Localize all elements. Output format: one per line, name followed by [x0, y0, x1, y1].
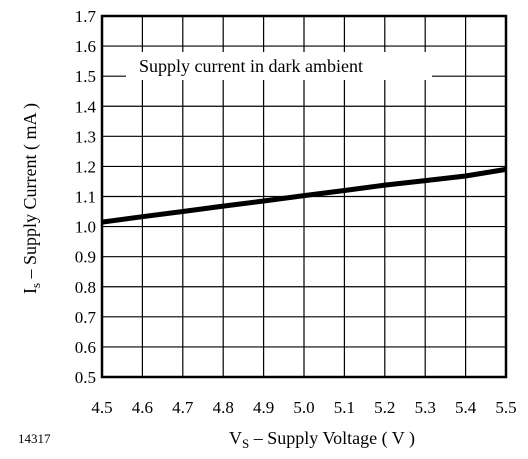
x-tick-label: 4.6: [132, 398, 153, 417]
y-tick-label: 1.5: [75, 67, 96, 86]
x-tick-label: 5.5: [495, 398, 516, 417]
x-tick-label: 5.4: [455, 398, 477, 417]
y-tick-label: 1.0: [75, 218, 96, 237]
y-axis-label-rest: – Supply Current ( mA ): [20, 103, 41, 283]
y-tick-label: 0.8: [75, 278, 96, 297]
y-axis-label-main: I: [20, 288, 40, 294]
x-tick-label: 4.8: [213, 398, 234, 417]
plot-frame: [100, 14, 508, 379]
x-axis-label: VS – Supply Voltage ( V ): [229, 428, 415, 451]
annotation-box: Supply current in dark ambient: [126, 52, 432, 80]
y-tick-label: 1.1: [75, 188, 96, 207]
y-tick-label: 1.6: [75, 37, 96, 56]
y-tick-label: 0.7: [75, 308, 97, 327]
x-tick-label: 5.3: [415, 398, 436, 417]
y-tick-label: 1.4: [75, 97, 97, 116]
y-tick-label: 0.9: [75, 248, 96, 267]
y-axis-label-subscript: s: [28, 283, 43, 288]
y-tick-label: 0.5: [75, 368, 96, 387]
x-axis-label-rest: – Supply Voltage ( V ): [249, 428, 415, 449]
x-axis-label-main: V: [229, 428, 242, 448]
x-tick-label: 4.5: [91, 398, 112, 417]
x-tick-label: 4.9: [253, 398, 274, 417]
y-tick-label: 1.3: [75, 127, 96, 146]
x-axis-label-subscript: S: [242, 436, 249, 451]
figure-number: 14317: [18, 431, 51, 446]
series-line: [101, 166, 507, 225]
x-tick-label: 5.1: [334, 398, 355, 417]
y-axis-label: Is – Supply Current ( mA ): [20, 103, 43, 294]
series-group: [101, 166, 507, 225]
y-tick-label: 1.7: [75, 7, 97, 26]
x-tick-label: 4.7: [172, 398, 194, 417]
x-tick-label: 5.0: [293, 398, 314, 417]
y-tick-label: 1.2: [75, 157, 96, 176]
y-tick-label: 0.6: [75, 338, 96, 357]
annotation-text: Supply current in dark ambient: [139, 56, 363, 76]
x-tick-label: 5.2: [374, 398, 395, 417]
x-tick-labels: 4.5 4.6 4.7 4.8 4.9 5.0 5.1 5.2 5.3 5.4 5.5: [91, 398, 516, 417]
y-tick-labels: 0.5 0.6 0.7 0.8 0.9 1.0 1.1 1.2 1.3 1.4 1.5 1.6 1.7: [75, 7, 97, 387]
